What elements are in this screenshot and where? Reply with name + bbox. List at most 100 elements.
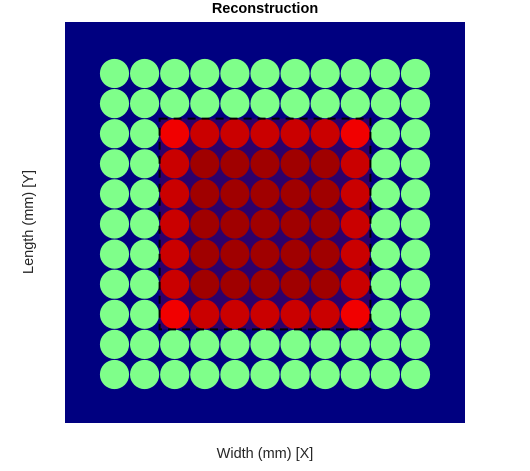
heatmap-cell-circle	[340, 269, 370, 299]
heatmap-cell-circle	[99, 149, 130, 179]
heatmap-cell-circle	[310, 239, 340, 269]
heatmap-cell-circle	[370, 179, 400, 209]
heatmap-cell-circle	[400, 89, 431, 119]
heatmap-cell-circle	[280, 149, 310, 179]
heatmap-cell-circle	[130, 149, 160, 179]
heatmap-cell-circle	[370, 359, 400, 390]
heatmap-cell-circle	[220, 269, 250, 299]
heatmap-cell-circle	[160, 119, 190, 149]
heatmap-cell-circle	[190, 119, 220, 149]
heatmap-cell-circle	[310, 58, 340, 89]
heatmap-cell-circle	[250, 149, 280, 179]
heatmap-cell-circle	[250, 329, 280, 359]
heatmap-cell-circle	[400, 299, 431, 329]
heatmap-cell-circle	[130, 329, 160, 359]
heatmap-cell-circle	[340, 119, 370, 149]
heatmap-cell-circle	[310, 149, 340, 179]
heatmap-cell-circle	[220, 58, 250, 89]
heatmap-cell-circle	[160, 269, 190, 299]
overlay-dashed-region	[158, 117, 372, 331]
heatmap-cell-circle	[250, 119, 280, 149]
heatmap-cell-circle	[280, 329, 310, 359]
heatmap-cell-circle	[160, 58, 190, 89]
heatmap-cell-circle	[250, 58, 280, 89]
heatmap-cell-circle	[340, 239, 370, 269]
heatmap-cell-circle	[250, 239, 280, 269]
heatmap-cell-circle	[400, 58, 431, 89]
heatmap-cell-circle	[190, 149, 220, 179]
heatmap-cell-circle	[99, 119, 130, 149]
heatmap-cell-circle	[370, 329, 400, 359]
heatmap-cell-circle	[160, 209, 190, 239]
heatmap-cell-circle	[340, 329, 370, 359]
heatmap-cell-circle	[370, 239, 400, 269]
heatmap-cell-circle	[370, 299, 400, 329]
heatmap-cell-circle	[190, 58, 220, 89]
heatmap-cell-circle	[400, 209, 431, 239]
heatmap-cell-circle	[370, 269, 400, 299]
heatmap-cell-circle	[130, 58, 160, 89]
heatmap-cell-circle	[340, 89, 370, 119]
heatmap-cell-circle	[220, 299, 250, 329]
heatmap-cell-circle	[250, 209, 280, 239]
heatmap-cell-circle	[250, 89, 280, 119]
heatmap-cell-circle	[99, 179, 130, 209]
heatmap-cell-circle	[280, 299, 310, 329]
heatmap-cell-circle	[280, 359, 310, 390]
heatmap-cell-circle	[400, 119, 431, 149]
heatmap-cell-circle	[280, 209, 310, 239]
heatmap-cell-circle	[400, 359, 431, 390]
heatmap-cell-circle	[310, 299, 340, 329]
heatmap-cell-circle	[280, 269, 310, 299]
heatmap-cell-circle	[340, 179, 370, 209]
heatmap-cell-circle	[190, 329, 220, 359]
heatmap-cell-circle	[310, 119, 340, 149]
heatmap-cell-circle	[280, 239, 310, 269]
heatmap-cell-circle	[400, 239, 431, 269]
heatmap-cell-circle	[310, 209, 340, 239]
heatmap-cell-circle	[190, 179, 220, 209]
heatmap-cell-circle	[280, 58, 310, 89]
heatmap-cell-circle	[160, 239, 190, 269]
heatmap-cell-circle	[190, 209, 220, 239]
heatmap-cell-circle	[370, 149, 400, 179]
heatmap-cell-circle	[370, 209, 400, 239]
heatmap-cell-circle	[99, 299, 130, 329]
heatmap-cell-circle	[400, 269, 431, 299]
heatmap-cell-circle	[250, 299, 280, 329]
heatmap-cell-circle	[130, 359, 160, 390]
heatmap-cell-circle	[160, 329, 190, 359]
heatmap-cell-circle	[220, 239, 250, 269]
heatmap-cell-circle	[160, 299, 190, 329]
heatmap-cell-circle	[130, 119, 160, 149]
heatmap-cell-circle	[99, 209, 130, 239]
heatmap-cell-circle	[190, 359, 220, 390]
heatmap-cell-circle	[99, 269, 130, 299]
heatmap-cell-circle	[130, 299, 160, 329]
heatmap-cell-circle	[220, 329, 250, 359]
heatmap-cell-circle	[220, 89, 250, 119]
heatmap-cell-circle	[99, 329, 130, 359]
heatmap-cell-circle	[99, 239, 130, 269]
heatmap-cell-circle	[280, 89, 310, 119]
heatmap-cell-circle	[310, 269, 340, 299]
heatmap-cell-circle	[220, 149, 250, 179]
heatmap-cell-circle	[310, 329, 340, 359]
heatmap-cell-circle	[130, 269, 160, 299]
heatmap-cell-circle	[250, 179, 280, 209]
heatmap-cell-circle	[160, 89, 190, 119]
heatmap-cell-circle	[340, 299, 370, 329]
heatmap-cell-circle	[220, 359, 250, 390]
chart-title: Reconstruction	[211, 1, 319, 17]
heatmap-cell-circle	[190, 239, 220, 269]
heatmap-cell-circle	[130, 179, 160, 209]
heatmap-cell-circle	[340, 58, 370, 89]
heatmap-cell-circle	[130, 239, 160, 269]
heatmap-cell-circle	[310, 89, 340, 119]
heatmap-cell-circle	[280, 179, 310, 209]
heatmap-cell-circle	[190, 269, 220, 299]
heatmap-cell-circle	[340, 149, 370, 179]
heatmap-cell-circle	[220, 119, 250, 149]
heatmap-cell-circle	[250, 269, 280, 299]
